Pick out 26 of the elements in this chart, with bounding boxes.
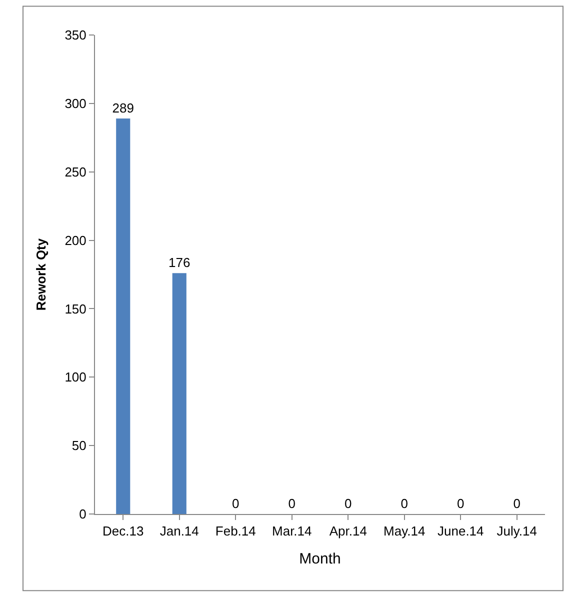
y-tick-label: 0: [79, 506, 86, 522]
data-label: 0: [400, 496, 408, 511]
data-label: 0: [344, 496, 352, 511]
data-label: 289: [112, 100, 134, 116]
x-tick-label: July.14: [496, 524, 537, 539]
x-tick-label: Dec.13: [102, 524, 144, 539]
y-axis-title: Rework Qty: [34, 238, 49, 311]
data-label: 0: [457, 496, 464, 511]
data-label: 0: [288, 496, 296, 511]
x-tick-label: Apr.14: [329, 524, 367, 539]
data-label: 0: [232, 496, 240, 511]
x-tick-label: May.14: [384, 524, 426, 539]
x-tick-label: June.14: [437, 524, 484, 539]
y-tick-label: 50: [72, 438, 86, 454]
x-axis-title: Month: [299, 550, 341, 568]
y-tick-label: 100: [64, 370, 86, 385]
x-tick-label: Mar.14: [272, 524, 312, 539]
y-tick-label: 300: [64, 96, 86, 111]
y-tick-label: 350: [64, 28, 86, 43]
x-tick-label: Feb.14: [215, 524, 256, 539]
y-tick-label: 150: [64, 301, 86, 316]
data-label: 176: [168, 255, 190, 270]
x-tick-label: Jan.14: [160, 524, 199, 539]
y-tick-label: 250: [64, 164, 86, 180]
data-label: 0: [513, 496, 520, 511]
y-tick-label: 200: [64, 232, 86, 248]
